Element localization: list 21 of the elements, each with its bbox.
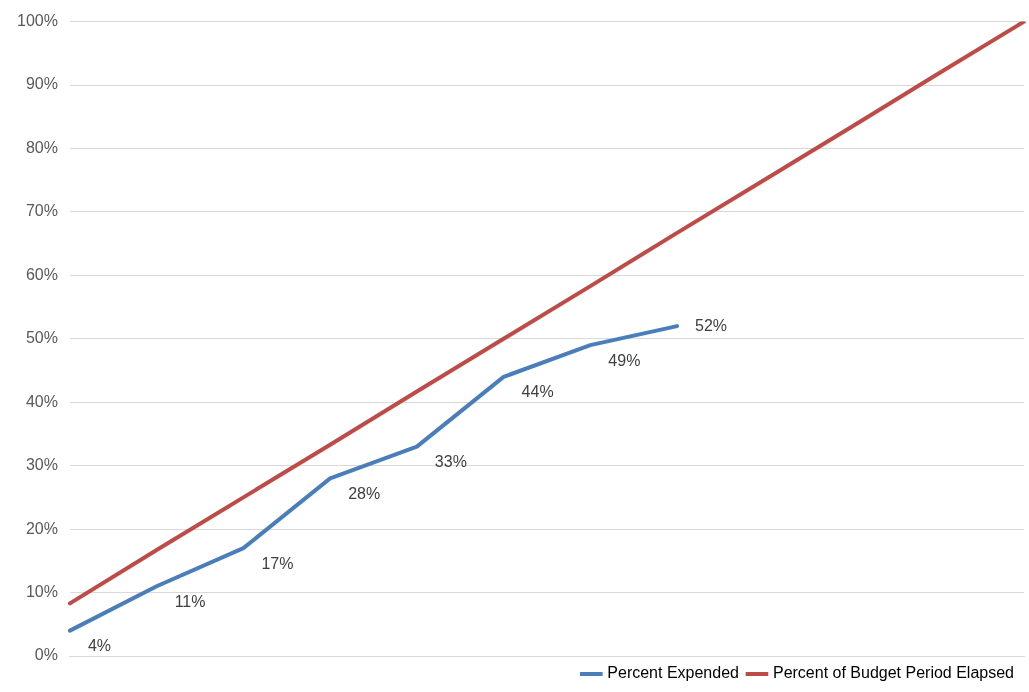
- data-label: 44%: [521, 383, 554, 401]
- data-label: 52%: [695, 316, 728, 334]
- y-tick-label: 90%: [25, 75, 58, 93]
- y-tick-label: 80%: [25, 138, 58, 156]
- y-tick-label: 0%: [34, 646, 58, 664]
- legend-label: Percent of Budget Period Elapsed: [772, 664, 1014, 682]
- data-label: 33%: [434, 453, 467, 471]
- data-label: 4%: [87, 637, 112, 655]
- data-label: 28%: [348, 484, 381, 502]
- y-tick-label: 40%: [25, 392, 58, 410]
- y-tick-label: 30%: [25, 456, 58, 474]
- y-tick-label: 100%: [17, 12, 58, 30]
- data-label: 49%: [608, 351, 641, 369]
- legend-label: Percent Expended: [607, 664, 739, 682]
- data-label: 11%: [174, 592, 206, 610]
- data-label: 17%: [261, 554, 294, 572]
- y-tick-label: 60%: [25, 265, 58, 283]
- y-tick-label: 10%: [25, 582, 58, 600]
- y-tick-label: 50%: [25, 329, 58, 347]
- y-tick-label: 70%: [25, 202, 58, 220]
- y-tick-label: 20%: [25, 519, 58, 537]
